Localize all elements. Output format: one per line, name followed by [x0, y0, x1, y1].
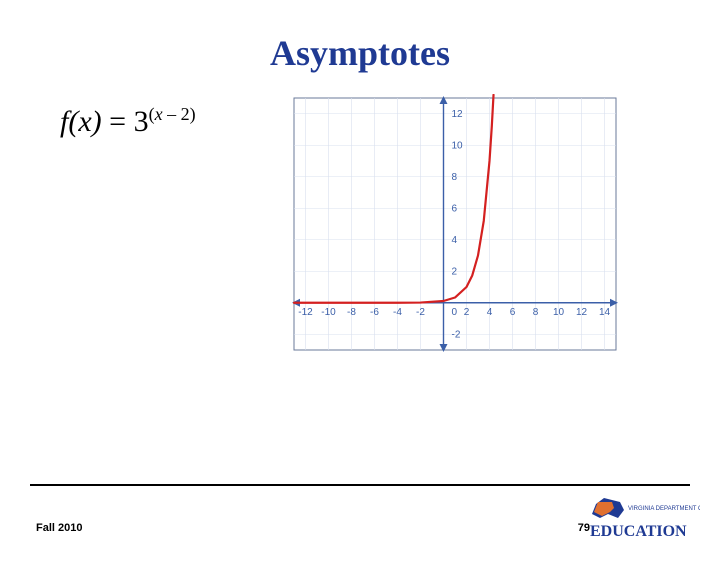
footer-term: Fall 2010: [36, 522, 82, 534]
svg-text:-12: -12: [298, 307, 313, 318]
svg-text:10: 10: [553, 307, 565, 318]
svg-text:-2: -2: [416, 307, 425, 318]
equation-exp: (x – 2): [149, 104, 196, 124]
svg-text:4: 4: [487, 307, 493, 318]
equation: f(x) = 3(x – 2): [60, 104, 196, 139]
svg-text:VIRGINIA DEPARTMENT OF: VIRGINIA DEPARTMENT OF: [628, 506, 700, 512]
svg-text:8: 8: [452, 172, 458, 183]
svg-text:0: 0: [452, 307, 458, 318]
svg-text:2: 2: [464, 307, 470, 318]
chart-svg: -12-10-8-6-4-22468101214-2246810120: [290, 94, 620, 354]
svg-text:4: 4: [452, 235, 458, 246]
content-area: f(x) = 3(x – 2) -12-10-8-6-4-22468101214…: [0, 94, 720, 454]
footer: Fall 2010 79 VIRGINIA DEPARTMENT OF EDUC…: [0, 484, 720, 554]
svg-text:14: 14: [599, 307, 611, 318]
page-number: 79: [578, 522, 590, 534]
svg-text:10: 10: [452, 140, 464, 151]
svg-text:2: 2: [452, 266, 458, 277]
footer-divider: [30, 484, 690, 486]
svg-text:12: 12: [452, 109, 464, 120]
vdoe-logo: VIRGINIA DEPARTMENT OF EDUCATION: [590, 494, 700, 544]
svg-text:-4: -4: [393, 307, 402, 318]
equation-eq: =: [102, 105, 134, 138]
svg-text:6: 6: [510, 307, 516, 318]
equation-fx: f(x): [60, 105, 102, 138]
svg-text:EDUCATION: EDUCATION: [590, 523, 687, 540]
svg-text:8: 8: [533, 307, 539, 318]
svg-text:-6: -6: [370, 307, 379, 318]
chart: -12-10-8-6-4-22468101214-2246810120: [290, 94, 620, 354]
svg-text:-2: -2: [452, 329, 461, 340]
svg-text:12: 12: [576, 307, 588, 318]
equation-base: 3: [134, 105, 149, 138]
svg-text:-8: -8: [347, 307, 356, 318]
svg-text:6: 6: [452, 203, 458, 214]
svg-text:-10: -10: [321, 307, 336, 318]
slide-title: Asymptotes: [0, 32, 720, 74]
